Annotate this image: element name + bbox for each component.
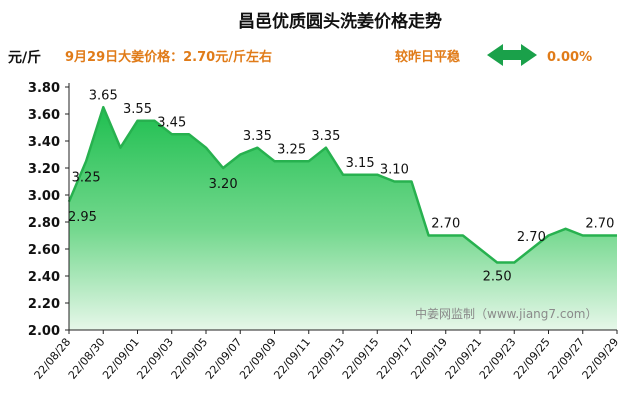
price-line [67, 105, 617, 264]
data-label: 2.70 [585, 217, 614, 232]
price-info: 9月29日大姜价格：2.70元/斤左右 [65, 49, 272, 65]
data-label: 3.55 [123, 102, 152, 117]
x-tick-label: 22/09/29 [580, 336, 622, 382]
data-label: 3.35 [311, 129, 340, 144]
compare-text: 较昨日平稳 [395, 49, 460, 65]
data-label: 3.45 [157, 115, 186, 130]
y-tick-label: 3.80 [28, 81, 60, 96]
y-tick-label: 3.20 [28, 162, 60, 177]
data-label: 3.25 [277, 142, 306, 157]
unit-label: 元/斤 [8, 49, 41, 66]
y-tick-label: 2.60 [28, 243, 60, 258]
y-tick-label: 2.40 [28, 270, 60, 285]
y-tick-label: 2.80 [28, 216, 60, 231]
data-label: 3.25 [72, 170, 101, 185]
y-tick-label: 2.20 [28, 297, 60, 312]
data-label: 3.20 [209, 177, 238, 192]
y-tick-label: 2.00 [28, 324, 60, 339]
price-area [69, 107, 617, 330]
plot-area: 2.00 2.20 2.40 2.60 2.80 3.00 3.20 3.40 3.60 3.80… [28, 81, 621, 382]
y-tick-label: 3.60 [28, 108, 60, 123]
data-label: 3.10 [380, 163, 409, 178]
data-label: 2.50 [483, 270, 512, 285]
data-label: 2.95 [68, 210, 97, 225]
y-tick-label: 3.40 [28, 135, 60, 150]
data-label: 3.35 [243, 129, 272, 144]
y-tick-label: 3.00 [28, 189, 60, 204]
change-percent: 0.00% [547, 50, 592, 65]
data-label: 3.15 [346, 156, 375, 171]
data-label: 2.70 [517, 230, 546, 245]
double-arrow-icon [487, 44, 537, 66]
data-label: 3.65 [89, 88, 118, 103]
watermark: 中姜网监制（www.jiang7.com） [415, 306, 597, 321]
chart-title: 昌邑优质圆头洗姜价格走势 [238, 11, 442, 32]
data-label: 2.70 [431, 217, 460, 232]
